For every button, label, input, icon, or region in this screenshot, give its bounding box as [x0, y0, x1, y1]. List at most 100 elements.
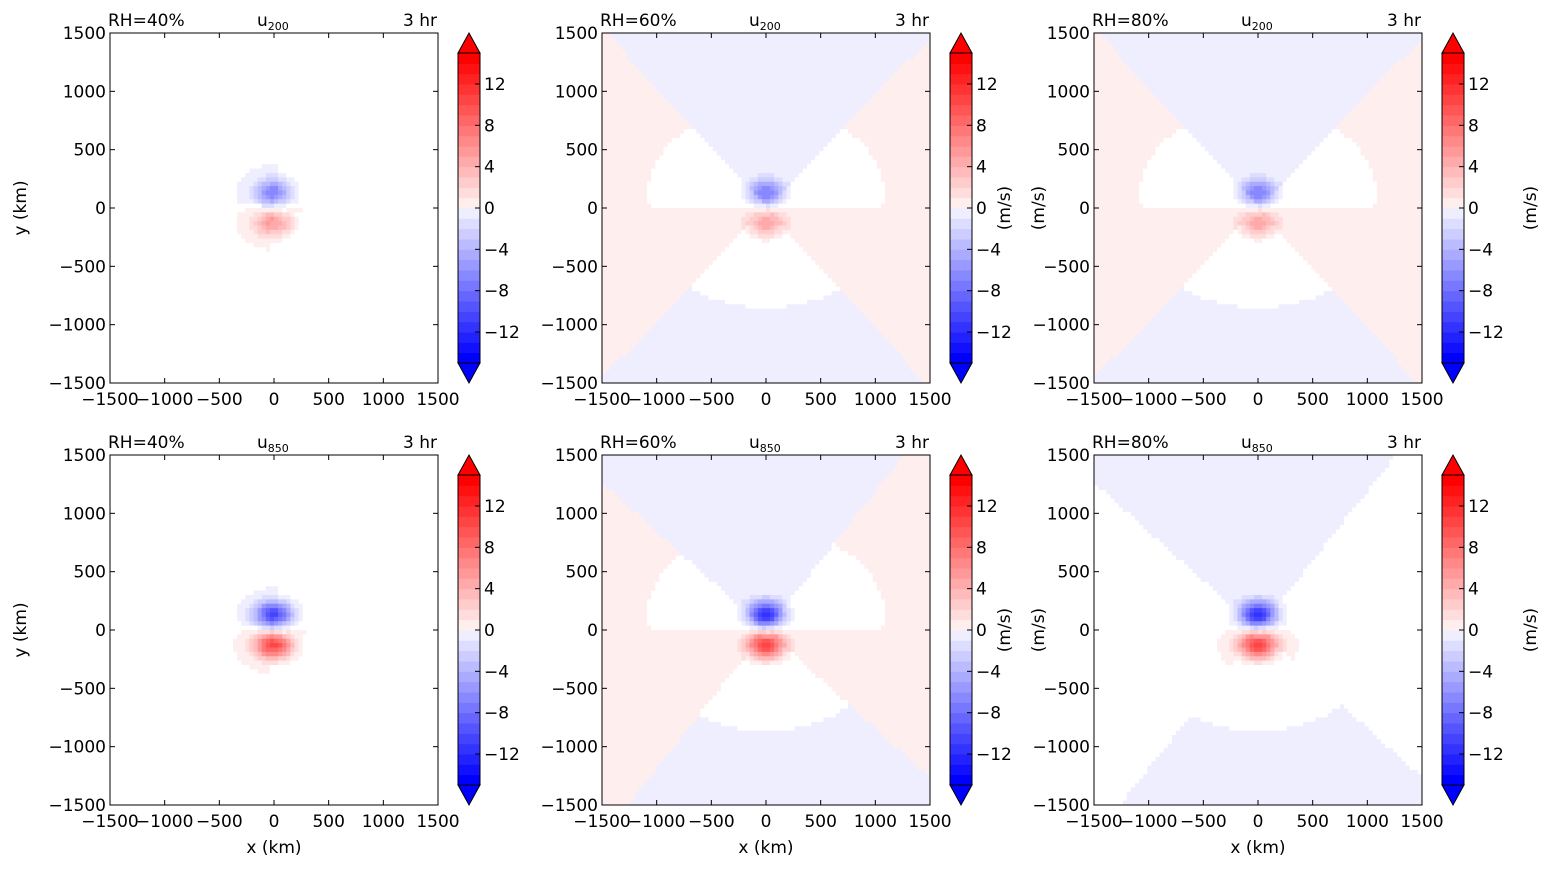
field-cell — [220, 216, 226, 222]
field-cell — [351, 98, 357, 104]
field-cell — [384, 142, 390, 148]
field-cell — [208, 116, 214, 122]
field-cell — [237, 133, 242, 139]
field-cell — [360, 107, 365, 113]
field-cell — [376, 103, 382, 108]
field-cell — [315, 299, 320, 305]
field-cell — [220, 304, 226, 310]
field-cell — [302, 229, 308, 235]
field-cell — [319, 216, 324, 222]
field-cell — [364, 260, 369, 266]
field-cell — [290, 177, 296, 183]
field-cell — [351, 251, 357, 257]
field-cell — [142, 159, 148, 165]
field-cell — [257, 159, 263, 165]
field-cell — [384, 63, 390, 69]
field-cell — [306, 256, 312, 262]
field-cell — [245, 264, 250, 270]
field-cell — [269, 142, 275, 148]
field-cell — [274, 229, 279, 235]
field-cell — [237, 72, 242, 78]
field-cell — [417, 181, 423, 187]
field-cell — [249, 72, 255, 78]
field-cell — [208, 142, 214, 148]
field-cell — [429, 46, 435, 52]
field-cell — [130, 98, 136, 104]
field-cell — [339, 168, 345, 174]
field-cell — [384, 269, 390, 275]
field-cell — [253, 164, 259, 170]
field-cell — [323, 159, 328, 165]
field-cell — [356, 216, 361, 222]
field-cell — [306, 177, 312, 183]
field-cell — [384, 116, 390, 122]
field-cell — [405, 98, 410, 104]
field-cell — [327, 282, 332, 288]
field-cell — [138, 199, 144, 205]
field-cell — [146, 212, 152, 218]
field-cell — [294, 203, 300, 209]
field-cell — [274, 181, 279, 187]
field-cell — [347, 68, 353, 73]
field-cell — [187, 33, 193, 38]
field-cell — [376, 221, 382, 227]
field-cell — [384, 146, 390, 152]
field-cell — [327, 33, 332, 38]
field-cell — [171, 155, 177, 161]
field-cell — [319, 212, 324, 218]
field-cell — [409, 133, 414, 139]
field-cell — [310, 278, 316, 283]
field-cell — [216, 291, 222, 297]
field-cell — [142, 37, 148, 43]
field-cell — [175, 98, 181, 104]
field-cell — [302, 251, 308, 257]
field-cell — [134, 190, 140, 196]
field-cell — [110, 229, 115, 235]
field-cell — [142, 94, 148, 100]
field-cell — [196, 85, 201, 91]
field-cell — [310, 68, 316, 73]
field-cell — [151, 54, 156, 60]
field-cell — [290, 168, 296, 174]
field-cell — [278, 111, 283, 117]
field-cell — [216, 72, 222, 78]
field-cell — [319, 199, 324, 205]
field-cell — [179, 181, 185, 187]
field-cell — [151, 94, 156, 100]
field-cell — [397, 107, 402, 113]
field-cell — [343, 221, 349, 227]
field-cell — [126, 68, 132, 73]
field-cell — [409, 208, 414, 213]
field-cell — [351, 94, 357, 100]
field-cell — [183, 181, 189, 187]
field-cell — [155, 173, 160, 178]
field-cell — [380, 116, 386, 122]
field-cell — [421, 282, 427, 288]
field-cell — [126, 203, 132, 209]
field-cell — [405, 282, 410, 288]
field-cell — [343, 203, 349, 209]
field-cell — [183, 238, 189, 244]
field-cell — [204, 63, 209, 69]
field-cell — [302, 190, 308, 196]
field-cell — [376, 50, 382, 56]
field-cell — [269, 54, 275, 60]
field-cell — [388, 111, 394, 117]
field-cell — [122, 216, 127, 222]
field-cell — [360, 94, 365, 100]
field-cell — [134, 76, 140, 82]
field-cell — [306, 238, 312, 244]
field-cell — [372, 278, 378, 283]
field-cell — [339, 203, 345, 209]
field-cell — [241, 304, 246, 310]
field-cell — [368, 59, 373, 65]
field-cell — [298, 76, 304, 82]
field-cell — [118, 286, 123, 292]
field-cell — [327, 50, 332, 56]
field-cell — [306, 142, 312, 148]
field-cell — [192, 37, 197, 43]
field-cell — [179, 247, 185, 253]
field-cell — [265, 186, 271, 192]
field-cell — [204, 46, 209, 52]
field-cell — [347, 177, 353, 183]
